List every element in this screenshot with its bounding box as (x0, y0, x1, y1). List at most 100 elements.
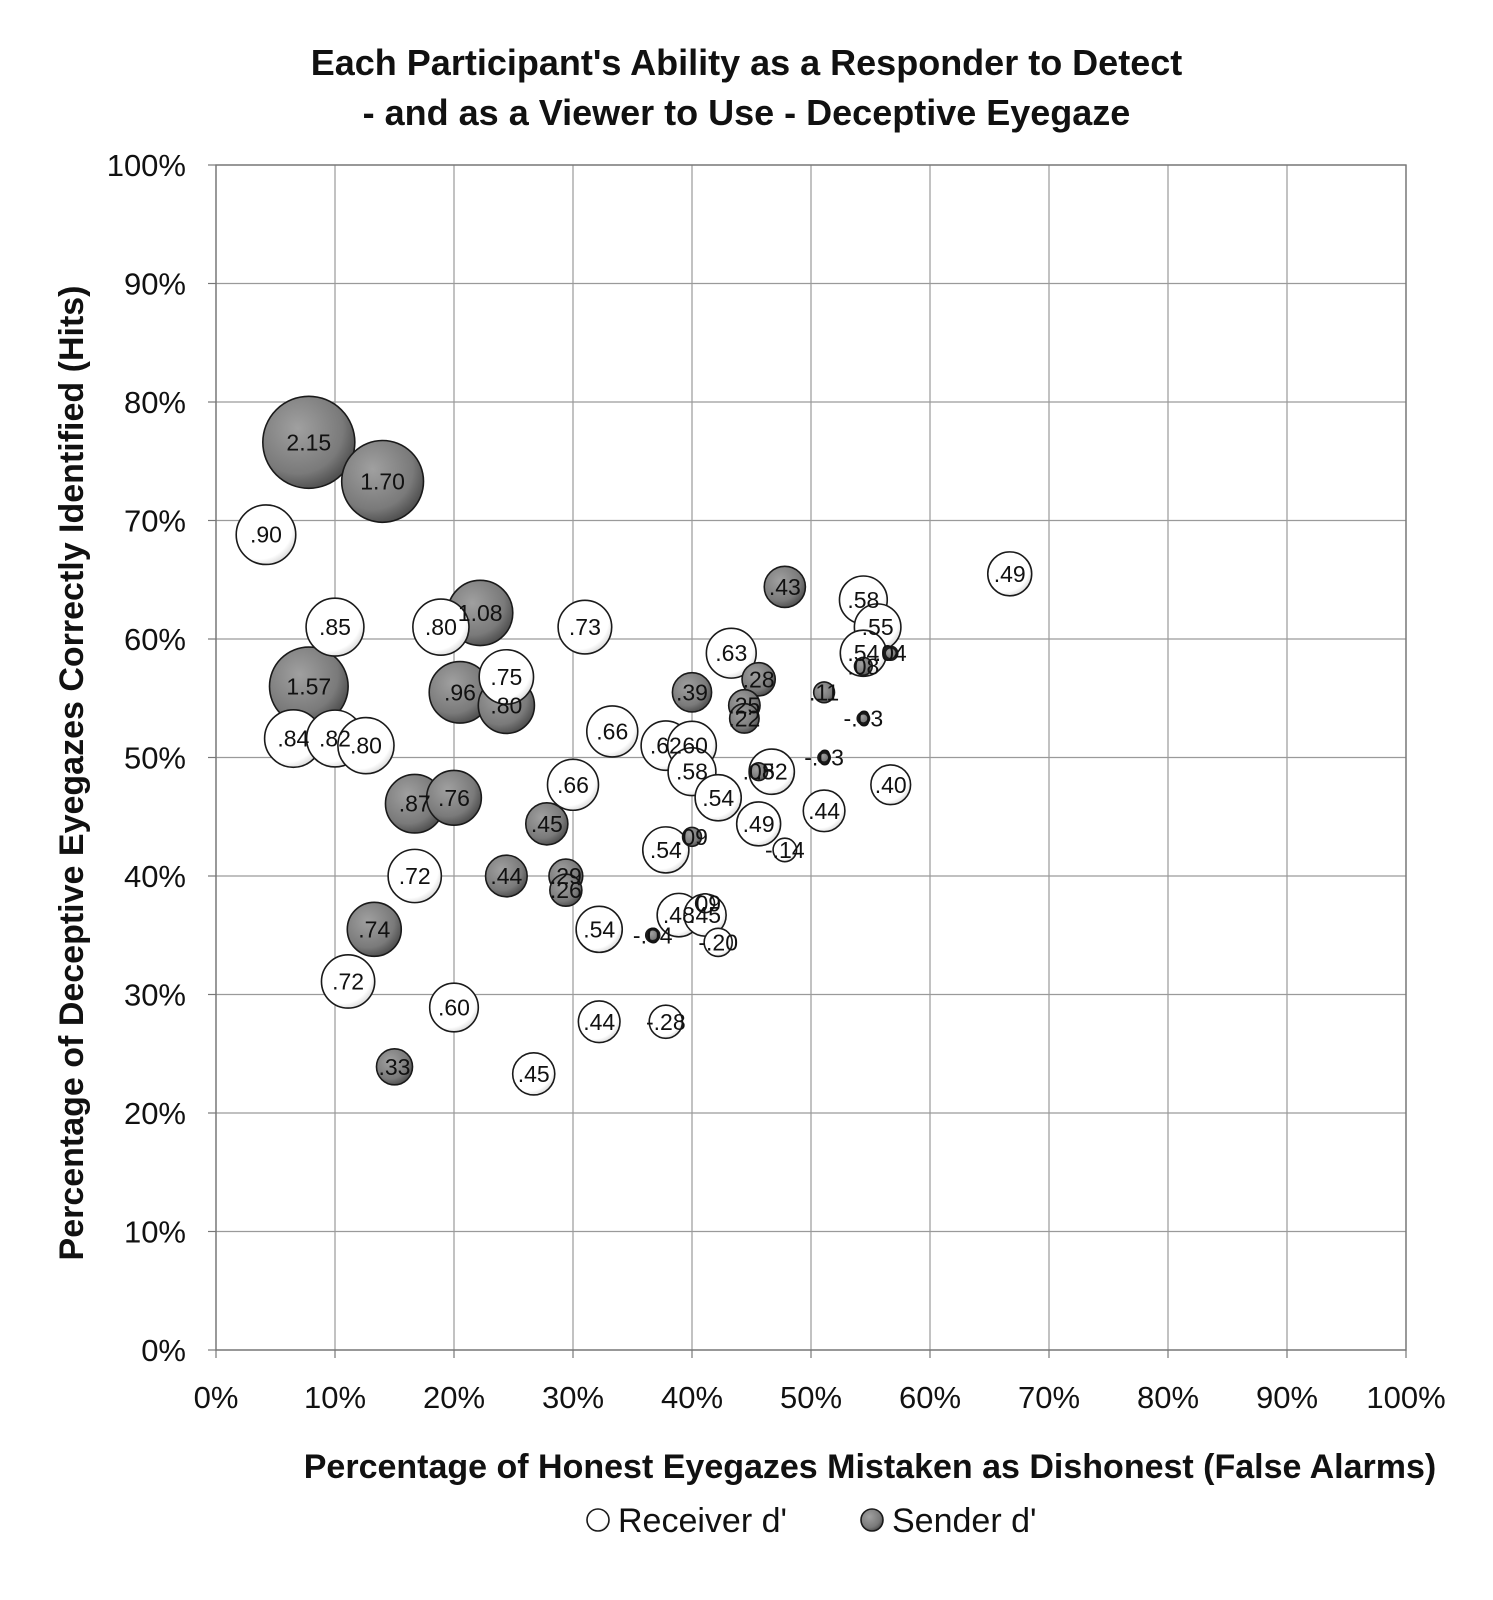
sender-bubble-label: .09 (676, 824, 708, 850)
sender-bubble-label: -.04 (633, 922, 673, 948)
chart-title: Each Participant's Ability as a Responde… (0, 38, 1493, 138)
sender-bubble (681, 826, 703, 848)
sender-bubble (856, 711, 871, 726)
y-tick-label: 40% (124, 859, 186, 894)
receiver-bubble-label: .90 (250, 522, 282, 548)
receiver-bubble (986, 551, 1033, 597)
receiver-bubble-label: .62 (650, 733, 682, 759)
y-tick-label: 70% (124, 504, 186, 539)
receiver-bubble (694, 893, 716, 914)
x-tick-label: 80% (1137, 1380, 1199, 1415)
receiver-bubble-label: .54 (847, 640, 879, 666)
receiver-bubble-label: .54 (583, 916, 615, 942)
sender-bubble (549, 873, 583, 908)
x-tick-label: 0% (194, 1380, 239, 1415)
y-axis-title: Percentage of Deceptive Eyegazes Correct… (53, 286, 91, 1261)
receiver-bubble-label: .84 (277, 726, 309, 752)
sender-bubble-label: .22 (728, 705, 760, 731)
bubbles (235, 395, 1033, 1096)
plot-area-frame (215, 164, 1407, 1351)
receiver-bubble-label: .80 (425, 614, 457, 640)
legend-receiver-marker (586, 1508, 610, 1532)
sender-bubble-label: 1.70 (360, 468, 405, 494)
x-tick-label: 70% (1018, 1380, 1080, 1415)
axes: 0% 10% 20% 30% 40% 50% 60% 70% 80% 90% 100% 0% 10% 20… (107, 148, 1446, 1415)
sender-bubble-label: .26 (550, 877, 582, 903)
receiver-bubble (735, 801, 782, 847)
sender-bubble-label: 2.15 (286, 429, 331, 455)
receiver-bubble-label: .49 (994, 561, 1026, 587)
sender-bubble-label: -.03 (844, 705, 884, 731)
receiver-bubble-label: .45 (689, 902, 721, 928)
receiver-bubble-label: .85 (319, 614, 351, 640)
receiver-bubble-label: .44 (808, 798, 840, 824)
receiver-bubble-label: .80 (350, 733, 382, 759)
sender-bubble-label: .74 (358, 916, 390, 942)
sender-bubble (524, 802, 569, 846)
x-tick-label: 30% (542, 1380, 604, 1415)
sender-bubble-label: .08 (743, 759, 775, 785)
chart-title-line-2: - and as a Viewer to Use - Deceptive Eye… (362, 92, 1131, 133)
data-labels: .90.85.80.73.75.84.82.80.66.62.60.58.66.… (250, 429, 1026, 1087)
sender-bubble (484, 854, 528, 898)
x-tick-label: 50% (780, 1380, 842, 1415)
receiver-bubble-label: .66 (557, 772, 589, 798)
receiver-bubble-label: .75 (490, 664, 522, 690)
receiver-bubble (387, 848, 443, 904)
sender-bubble-label: .33 (379, 1054, 411, 1080)
receiver-bubble (557, 599, 613, 655)
sender-bubble (425, 769, 483, 826)
receiver-bubble-label: .58 (676, 759, 708, 785)
receiver-bubble-label: .09 (689, 890, 721, 916)
receiver-bubble (428, 982, 480, 1033)
sender-bubble (340, 439, 425, 524)
receiver-bubble (585, 705, 639, 758)
chart-title-line-1: Each Participant's Ability as a Responde… (310, 42, 1183, 83)
receiver-bubble-label: -.14 (765, 837, 805, 863)
receiver-bubble (305, 597, 365, 657)
y-tick-label: 100% (107, 148, 186, 183)
receiver-bubble-label: .58 (847, 587, 879, 613)
receiver-bubble (694, 773, 743, 822)
y-tick-label: 50% (124, 741, 186, 776)
sender-bubble (853, 656, 874, 676)
x-tick-label: 90% (1256, 1380, 1318, 1415)
receiver-bubble-label: .63 (715, 640, 747, 666)
receiver-bubble (511, 1052, 556, 1096)
receiver-bubble-label: .55 (862, 614, 894, 640)
y-tick-label: 0% (141, 1333, 186, 1368)
receiver-bubble (648, 1004, 684, 1040)
receiver-bubble-label: .82 (319, 726, 351, 752)
legend-receiver-label: Receiver d' (618, 1502, 787, 1540)
sender-bubble-label: .80 (490, 692, 522, 718)
sender-bubble-label: -.03 (804, 745, 844, 771)
receiver-bubble (478, 648, 535, 705)
receiver-bubble (802, 789, 846, 833)
receiver-bubble (577, 1000, 621, 1044)
receiver-bubble (337, 716, 395, 775)
receiver-bubble-label: .40 (875, 772, 907, 798)
sender-bubble (817, 750, 832, 765)
sender-bubble (375, 1047, 414, 1086)
legend: Receiver d' Sender d' (586, 1502, 1036, 1540)
sender-bubble (262, 395, 356, 490)
receiver-bubble-label: .54 (650, 837, 682, 863)
sender-bubble-label: .29 (550, 863, 582, 889)
receiver-bubble-label: -.28 (646, 1009, 686, 1035)
sender-bubble (728, 702, 760, 734)
receiver-bubble (870, 764, 912, 806)
sender-bubble (741, 661, 777, 697)
x-axis-title: Percentage of Honest Eyegazes Mistaken a… (304, 1448, 1436, 1486)
x-tick-label: 40% (661, 1380, 723, 1415)
sender-bubble-label: .44 (490, 863, 522, 889)
sender-bubble-label: .96 (444, 679, 476, 705)
sender-bubble-label: .43 (769, 574, 801, 600)
receiver-bubble (235, 504, 297, 566)
receiver-bubble (320, 954, 376, 1009)
sender-bubble-label: .11 (809, 679, 839, 705)
receiver-bubble (575, 905, 624, 954)
x-tick-label: 100% (1366, 1380, 1445, 1415)
sender-bubble (763, 565, 807, 609)
y-tick-label: 30% (124, 978, 186, 1013)
